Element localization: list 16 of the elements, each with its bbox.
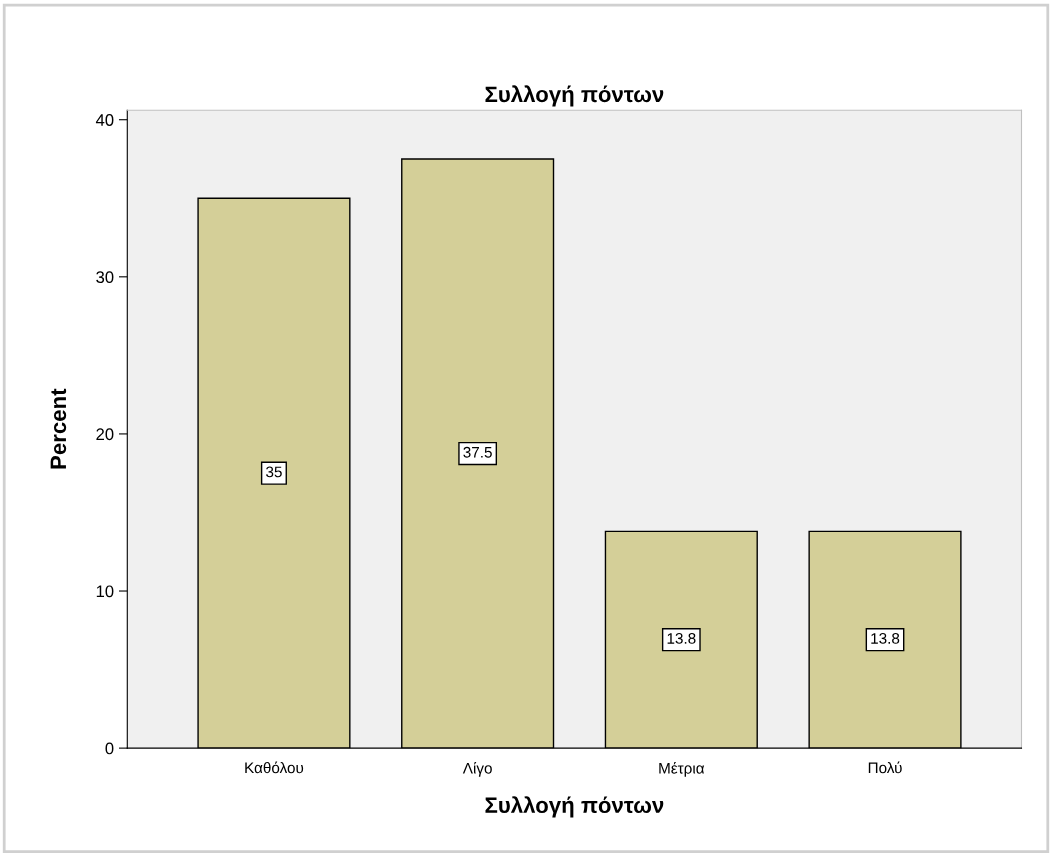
data-label: 13.8	[871, 633, 900, 644]
data-label: 35	[266, 466, 282, 478]
y-tick-label: 20	[96, 428, 114, 441]
y-axis-title: Percent	[50, 388, 67, 469]
data-label: 37.5	[463, 446, 492, 458]
y-tick-label: 0	[105, 742, 114, 755]
chart-title: Συλλογή πόντων	[485, 85, 664, 107]
data-label: 13.8	[667, 633, 696, 644]
x-tick-label: Μέτρια	[659, 762, 705, 777]
x-tick-label: Πολύ	[868, 761, 902, 774]
y-tick-label: 30	[96, 271, 114, 284]
x-tick-label: Καθόλου	[245, 761, 304, 774]
x-tick-label: Λίγο	[462, 762, 492, 777]
x-axis-title: Συλλογή πόντων	[485, 796, 664, 818]
y-tick-label: 40	[95, 114, 114, 126]
y-tick-label: 10	[96, 585, 114, 598]
